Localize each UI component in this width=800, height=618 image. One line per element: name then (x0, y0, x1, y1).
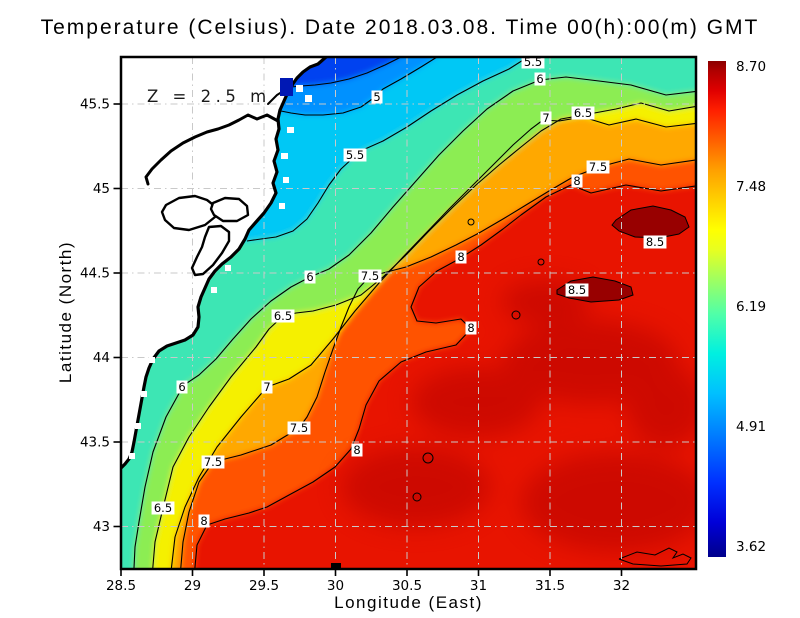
contour-label: 7 (540, 111, 552, 125)
river-mouth-cold-square (280, 78, 293, 96)
x-tick: 30.5 (392, 578, 422, 594)
contour-label: 7.5 (358, 269, 382, 283)
y-tick: 44 (93, 350, 110, 366)
x-tick: 31.5 (535, 578, 565, 594)
temperature-map: 5 5.5 5.5 6 6 6 6.5 6.5 6.5 7 7 7.5 7.5 7.5 7.5 8 8 8 8 8 8.… (121, 57, 696, 569)
contour-label: 7.5 (201, 455, 225, 469)
contour-label: 7.5 (287, 421, 311, 435)
x-tick: 28.5 (106, 578, 136, 594)
frame-nub (331, 563, 341, 569)
contour-label: 5 (371, 90, 383, 104)
svg-text:6.5: 6.5 (574, 106, 592, 120)
svg-text:7.5: 7.5 (589, 160, 607, 174)
contour-label: 6.5 (271, 309, 295, 323)
contour-label: 8 (455, 250, 467, 264)
svg-text:6.5: 6.5 (154, 501, 172, 515)
svg-text:8: 8 (573, 174, 580, 188)
svg-text:8: 8 (200, 514, 207, 528)
svg-text:8: 8 (353, 443, 360, 457)
contour-label: 7.5 (586, 160, 610, 174)
contour-label: 6.5 (151, 501, 175, 515)
svg-text:5: 5 (373, 90, 380, 104)
contour-label: 5.5 (521, 57, 545, 69)
svg-text:7.5: 7.5 (361, 269, 379, 283)
colorbar-label: 3.62 (736, 539, 767, 555)
svg-text:6: 6 (536, 72, 543, 86)
y-axis-title: Latitude (North) (56, 240, 75, 384)
contour-label: 6.5 (571, 106, 595, 120)
contour-label: 6 (534, 72, 546, 86)
svg-text:5.5: 5.5 (346, 148, 364, 162)
contour-label: 8.5 (643, 235, 667, 249)
x-tick: 29.5 (249, 578, 279, 594)
x-tick: 31 (470, 578, 487, 594)
svg-text:6: 6 (178, 380, 185, 394)
svg-text:6.5: 6.5 (274, 309, 292, 323)
colorbar-label: 4.91 (736, 419, 767, 435)
x-axis-title: Longitude (East) (334, 593, 483, 612)
svg-text:5.5: 5.5 (524, 57, 542, 69)
contour-label: 8 (571, 174, 583, 188)
y-tick: 45.5 (80, 97, 110, 113)
svg-text:8.5: 8.5 (646, 235, 664, 249)
svg-text:7.5: 7.5 (204, 455, 222, 469)
depth-annotation: Z = 2.5 m (147, 87, 271, 106)
y-tick-labels: 45.5 45 44.5 44 43.5 43 (80, 97, 110, 536)
svg-text:8: 8 (457, 250, 464, 264)
contour-label: 8.5 (565, 283, 589, 297)
contour-label: 8 (198, 514, 210, 528)
svg-text:7.5: 7.5 (290, 421, 308, 435)
y-tick: 45 (93, 181, 110, 197)
contour-label: 8 (351, 443, 363, 457)
colorbar (708, 61, 726, 557)
x-tick-labels: 28.5 29 29.5 30 30.5 31 31.5 32 (106, 578, 630, 594)
svg-text:7: 7 (542, 111, 549, 125)
contour-label: 6 (176, 380, 188, 394)
colorbar-label: 7.48 (736, 179, 767, 195)
contour-label: 6 (304, 270, 316, 284)
x-tick: 32 (613, 578, 630, 594)
contour-label: 7 (261, 380, 273, 394)
x-tick: 29 (184, 578, 201, 594)
svg-text:6: 6 (306, 270, 313, 284)
contour-label: 8 (465, 321, 477, 335)
contour-label: 5.5 (343, 148, 367, 162)
colorbar-label: 8.70 (736, 59, 767, 75)
page-title: Temperature (Celsius). Date 2018.03.08. … (40, 16, 760, 39)
x-tick: 30 (327, 578, 344, 594)
svg-text:8: 8 (467, 321, 474, 335)
svg-text:8.5: 8.5 (568, 283, 586, 297)
y-tick: 44.5 (80, 266, 110, 282)
svg-text:7: 7 (263, 380, 270, 394)
colorbar-label: 6.19 (736, 299, 767, 315)
y-tick: 43.5 (80, 435, 110, 451)
y-tick: 43 (93, 519, 110, 535)
